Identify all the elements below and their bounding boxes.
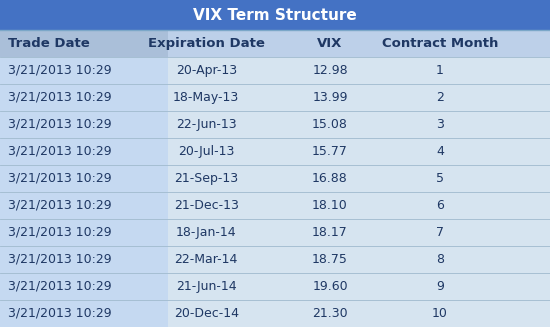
- Text: 6: 6: [436, 199, 444, 212]
- Text: VIX: VIX: [317, 37, 343, 50]
- Text: 20-Jul-13: 20-Jul-13: [178, 145, 234, 158]
- Bar: [0, 57, 168, 84]
- Bar: [0, 219, 168, 246]
- Text: 2: 2: [436, 91, 444, 104]
- Bar: [168, 219, 550, 246]
- Text: 18.17: 18.17: [312, 226, 348, 239]
- Text: 8: 8: [436, 253, 444, 266]
- Text: 3/21/2013 10:29: 3/21/2013 10:29: [8, 253, 112, 266]
- Text: 18-Jan-14: 18-Jan-14: [176, 226, 236, 239]
- Text: 12.98: 12.98: [312, 64, 348, 77]
- Bar: [0, 192, 168, 219]
- Text: 20-Dec-14: 20-Dec-14: [174, 307, 239, 320]
- Bar: [0, 0, 550, 30]
- Text: 16.88: 16.88: [312, 172, 348, 185]
- Text: 21-Dec-13: 21-Dec-13: [174, 199, 239, 212]
- Text: 13.99: 13.99: [312, 91, 348, 104]
- Text: 19.60: 19.60: [312, 280, 348, 293]
- Text: 1: 1: [436, 64, 444, 77]
- Text: 5: 5: [436, 172, 444, 185]
- Bar: [168, 84, 550, 111]
- Text: 22-Mar-14: 22-Mar-14: [174, 253, 238, 266]
- Text: 21.30: 21.30: [312, 307, 348, 320]
- Text: 3/21/2013 10:29: 3/21/2013 10:29: [8, 280, 112, 293]
- Text: 18.75: 18.75: [312, 253, 348, 266]
- Bar: [168, 111, 550, 138]
- Text: 3/21/2013 10:29: 3/21/2013 10:29: [8, 64, 112, 77]
- Text: 15.08: 15.08: [312, 118, 348, 131]
- Text: 3/21/2013 10:29: 3/21/2013 10:29: [8, 145, 112, 158]
- Bar: [168, 192, 550, 219]
- Text: 3/21/2013 10:29: 3/21/2013 10:29: [8, 91, 112, 104]
- Bar: [168, 138, 550, 165]
- Text: Expiration Date: Expiration Date: [148, 37, 265, 50]
- Text: 20-Apr-13: 20-Apr-13: [175, 64, 237, 77]
- Bar: [168, 300, 550, 327]
- Text: 15.77: 15.77: [312, 145, 348, 158]
- Bar: [168, 57, 550, 84]
- Text: 3/21/2013 10:29: 3/21/2013 10:29: [8, 307, 112, 320]
- Text: 4: 4: [436, 145, 444, 158]
- Bar: [168, 30, 550, 57]
- Bar: [168, 273, 550, 300]
- Text: 21-Sep-13: 21-Sep-13: [174, 172, 238, 185]
- Text: 22-Jun-13: 22-Jun-13: [176, 118, 236, 131]
- Bar: [0, 84, 168, 111]
- Bar: [0, 300, 168, 327]
- Bar: [0, 30, 168, 57]
- Text: Contract Month: Contract Month: [382, 37, 498, 50]
- Bar: [0, 138, 168, 165]
- Bar: [0, 165, 168, 192]
- Text: VIX Term Structure: VIX Term Structure: [193, 8, 357, 23]
- Text: 3/21/2013 10:29: 3/21/2013 10:29: [8, 199, 112, 212]
- Text: Trade Date: Trade Date: [8, 37, 90, 50]
- Bar: [168, 165, 550, 192]
- Bar: [0, 246, 168, 273]
- Bar: [0, 111, 168, 138]
- Text: 3/21/2013 10:29: 3/21/2013 10:29: [8, 118, 112, 131]
- Text: 9: 9: [436, 280, 444, 293]
- Text: 10: 10: [432, 307, 448, 320]
- Text: 21-Jun-14: 21-Jun-14: [176, 280, 236, 293]
- Text: 18-May-13: 18-May-13: [173, 91, 239, 104]
- Text: 18.10: 18.10: [312, 199, 348, 212]
- Text: 7: 7: [436, 226, 444, 239]
- Bar: [0, 273, 168, 300]
- Text: 3/21/2013 10:29: 3/21/2013 10:29: [8, 172, 112, 185]
- Text: 3/21/2013 10:29: 3/21/2013 10:29: [8, 226, 112, 239]
- Text: 3: 3: [436, 118, 444, 131]
- Bar: [168, 246, 550, 273]
